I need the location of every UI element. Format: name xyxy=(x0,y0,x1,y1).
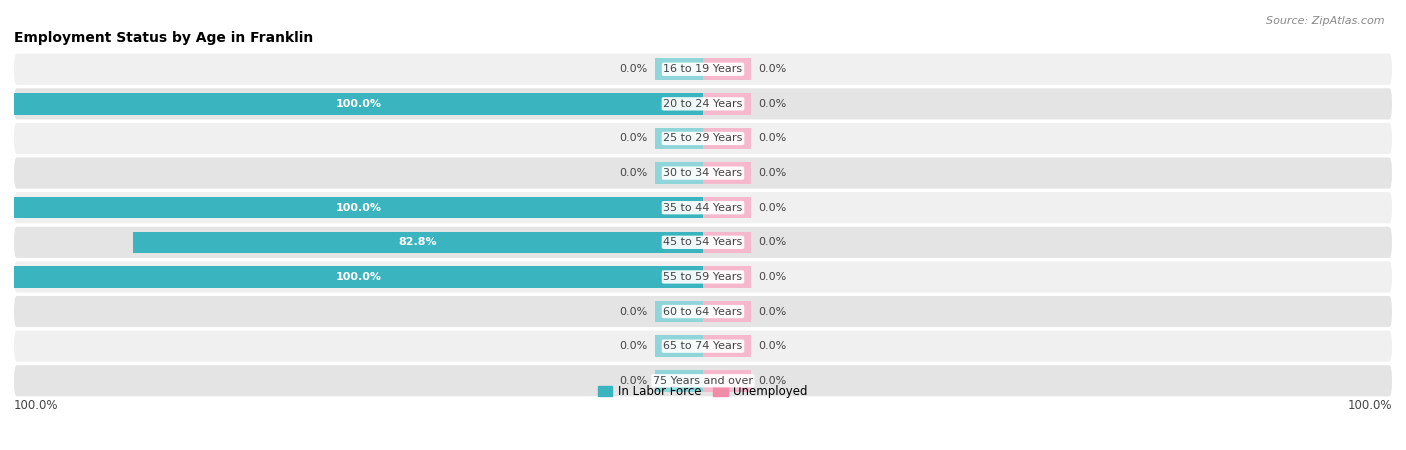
Bar xyxy=(703,58,751,80)
Text: 55 to 59 Years: 55 to 59 Years xyxy=(664,272,742,282)
Text: 65 to 74 Years: 65 to 74 Years xyxy=(664,341,742,351)
Text: Source: ZipAtlas.com: Source: ZipAtlas.com xyxy=(1267,16,1385,26)
FancyBboxPatch shape xyxy=(14,54,1392,85)
Text: 16 to 19 Years: 16 to 19 Years xyxy=(664,64,742,74)
Bar xyxy=(703,197,751,218)
Bar xyxy=(703,93,751,115)
Text: 25 to 29 Years: 25 to 29 Years xyxy=(664,134,742,144)
FancyBboxPatch shape xyxy=(14,88,1392,119)
Bar xyxy=(14,266,703,288)
Text: 0.0%: 0.0% xyxy=(620,64,648,74)
Bar xyxy=(655,128,703,149)
Bar xyxy=(703,370,751,392)
Text: 0.0%: 0.0% xyxy=(758,272,786,282)
Text: 100.0%: 100.0% xyxy=(14,399,59,412)
Text: 0.0%: 0.0% xyxy=(620,134,648,144)
Bar xyxy=(132,232,703,253)
Bar xyxy=(703,301,751,322)
Text: 0.0%: 0.0% xyxy=(758,237,786,248)
Text: 0.0%: 0.0% xyxy=(758,64,786,74)
FancyBboxPatch shape xyxy=(14,296,1392,327)
FancyBboxPatch shape xyxy=(14,123,1392,154)
Text: 82.8%: 82.8% xyxy=(398,237,437,248)
Text: 75 Years and over: 75 Years and over xyxy=(652,376,754,386)
Bar xyxy=(703,232,751,253)
Text: 0.0%: 0.0% xyxy=(620,306,648,316)
Text: Employment Status by Age in Franklin: Employment Status by Age in Franklin xyxy=(14,31,314,45)
Bar xyxy=(14,197,703,218)
Text: 0.0%: 0.0% xyxy=(758,202,786,213)
Bar xyxy=(655,301,703,322)
Bar xyxy=(703,266,751,288)
Text: 100.0%: 100.0% xyxy=(336,272,381,282)
Text: 0.0%: 0.0% xyxy=(758,99,786,109)
Text: 0.0%: 0.0% xyxy=(758,168,786,178)
Text: 0.0%: 0.0% xyxy=(758,376,786,386)
Text: 100.0%: 100.0% xyxy=(336,99,381,109)
Bar xyxy=(703,128,751,149)
Bar xyxy=(655,335,703,357)
FancyBboxPatch shape xyxy=(14,331,1392,362)
Text: 45 to 54 Years: 45 to 54 Years xyxy=(664,237,742,248)
Text: 0.0%: 0.0% xyxy=(620,376,648,386)
Bar xyxy=(703,162,751,184)
FancyBboxPatch shape xyxy=(14,158,1392,189)
Text: 100.0%: 100.0% xyxy=(1347,399,1392,412)
Text: 100.0%: 100.0% xyxy=(336,202,381,213)
Text: 35 to 44 Years: 35 to 44 Years xyxy=(664,202,742,213)
Text: 60 to 64 Years: 60 to 64 Years xyxy=(664,306,742,316)
Text: 30 to 34 Years: 30 to 34 Years xyxy=(664,168,742,178)
Bar xyxy=(655,58,703,80)
FancyBboxPatch shape xyxy=(14,192,1392,223)
Text: 20 to 24 Years: 20 to 24 Years xyxy=(664,99,742,109)
FancyBboxPatch shape xyxy=(14,365,1392,396)
Bar xyxy=(703,335,751,357)
Legend: In Labor Force, Unemployed: In Labor Force, Unemployed xyxy=(593,380,813,403)
Bar xyxy=(14,93,703,115)
Text: 0.0%: 0.0% xyxy=(620,341,648,351)
Text: 0.0%: 0.0% xyxy=(758,306,786,316)
Text: 0.0%: 0.0% xyxy=(758,134,786,144)
Text: 0.0%: 0.0% xyxy=(620,168,648,178)
Bar xyxy=(655,162,703,184)
Text: 0.0%: 0.0% xyxy=(758,341,786,351)
FancyBboxPatch shape xyxy=(14,227,1392,258)
Bar xyxy=(655,370,703,392)
FancyBboxPatch shape xyxy=(14,261,1392,292)
